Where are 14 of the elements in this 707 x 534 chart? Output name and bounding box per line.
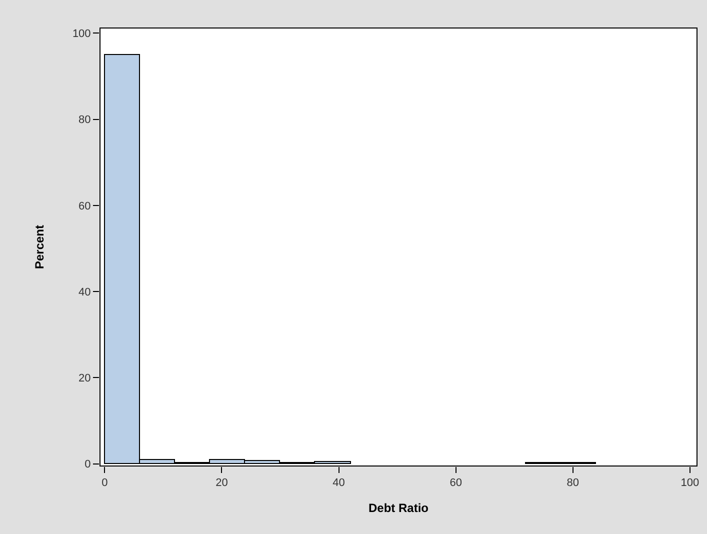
y-tick-label: 100 xyxy=(72,28,91,40)
y-tick-label: 0 xyxy=(84,458,91,471)
x-tick-label: 100 xyxy=(680,477,700,490)
y-tick-label: 80 xyxy=(78,114,91,126)
y-tick-label: 40 xyxy=(78,286,91,298)
x-tick-label: 20 xyxy=(216,477,228,490)
x-tick-label: 40 xyxy=(332,477,345,490)
y-axis-title: Percent xyxy=(32,224,47,270)
y-tick-label: 20 xyxy=(78,372,91,385)
x-tick-label: 60 xyxy=(450,477,462,490)
y-tick-label: 60 xyxy=(78,200,91,212)
x-tick-label: 0 xyxy=(102,477,108,490)
x-axis-title: Debt Ratio xyxy=(368,501,428,516)
x-tick-label: 80 xyxy=(566,477,580,490)
